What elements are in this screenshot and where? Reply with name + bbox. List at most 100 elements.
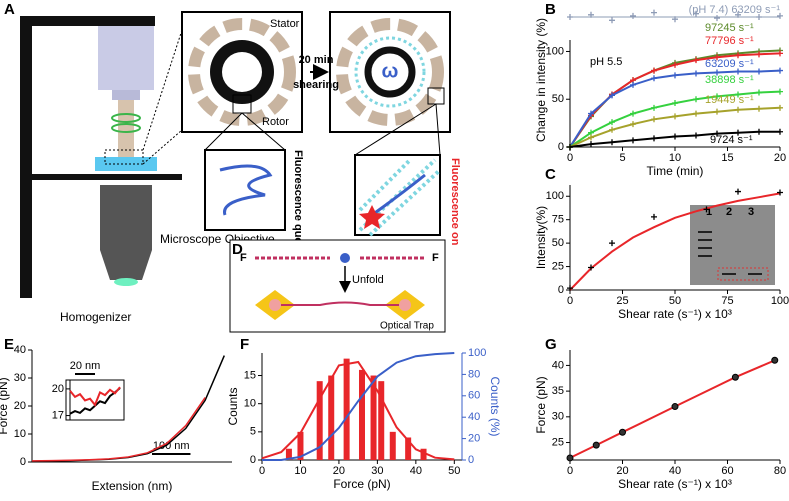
trap-diagram: [255, 253, 425, 320]
data-point: [756, 128, 762, 135]
data-point: [671, 403, 679, 411]
y-tick-label: 30: [14, 372, 26, 384]
label: F: [432, 252, 439, 264]
panel-label: G: [545, 336, 557, 353]
data-point: [609, 119, 615, 126]
x-axis-label: Force (pN): [333, 477, 390, 491]
data-point: [693, 96, 699, 103]
y2-tick-label: 20: [468, 433, 480, 445]
bar: [420, 448, 427, 460]
x-tick-label: 0: [567, 152, 573, 164]
data-point: [714, 130, 720, 137]
y-tick-label: 100: [546, 190, 564, 202]
y2-tick-label: 0: [468, 454, 474, 466]
x-tick-label: 80: [774, 465, 786, 477]
data-point: [714, 15, 720, 22]
data-point: [630, 12, 636, 19]
series-label: 19449 s⁻¹: [705, 94, 754, 106]
bar: [389, 431, 396, 460]
data-point: [771, 356, 779, 364]
data-point: [630, 81, 636, 88]
panel-label: A: [4, 1, 15, 18]
bar: [316, 381, 323, 460]
x-tick-label: 60: [721, 465, 733, 477]
x-tick-label: 50: [669, 295, 681, 307]
data-point: [672, 72, 678, 79]
data-point: [777, 128, 783, 135]
data-point: [735, 188, 741, 195]
label: Unfold: [352, 274, 384, 286]
y-tick-label: 0: [250, 454, 256, 466]
y-axis-label: Force (pN): [0, 377, 10, 434]
bar: [405, 437, 412, 460]
data-point: [735, 106, 741, 113]
data-point: [777, 104, 783, 111]
series-line: [569, 359, 776, 459]
data-point: [588, 110, 594, 117]
x-tick-label: 15: [721, 152, 733, 164]
label: 20 min: [299, 54, 334, 66]
y-tick-label: 20: [52, 383, 64, 395]
data-point: [566, 454, 574, 462]
data-point: [672, 100, 678, 107]
label: Fluorescence on: [449, 158, 461, 246]
label: Homogenizer: [60, 310, 131, 324]
data-point: [756, 14, 762, 20]
panel-d-box: [229, 239, 446, 333]
y-tick-label: 40: [552, 359, 564, 371]
data-point: [714, 54, 720, 61]
x-axis-label: Extension (nm): [92, 479, 173, 493]
x-tick-label: 25: [616, 295, 628, 307]
data-point: [630, 137, 636, 144]
x-tick-label: 75: [721, 295, 733, 307]
x-tick-label: 0: [567, 295, 573, 307]
series-line: [31, 355, 225, 462]
data-point: [567, 14, 573, 20]
panel-label: F: [240, 336, 249, 353]
data-point: [592, 441, 600, 449]
scale-bar-label: 100 nm: [153, 440, 190, 452]
label: Stator: [270, 18, 300, 30]
series-line: [262, 352, 455, 461]
data-point: [703, 206, 710, 213]
data-point: [588, 11, 594, 18]
x-tick-label: 100: [771, 295, 789, 307]
data-point: [693, 70, 699, 77]
data-point: [672, 133, 678, 140]
y-tick-label: 25: [552, 436, 564, 448]
x-tick-label: 10: [669, 152, 681, 164]
bar: [328, 375, 335, 460]
data-point: [756, 68, 762, 75]
data-point: [672, 16, 678, 23]
data-point: [777, 88, 783, 95]
label: Rotor: [262, 116, 289, 128]
data-point: [609, 139, 615, 146]
bar: [370, 375, 377, 460]
bar: [359, 369, 365, 460]
y-tick-label: 30: [552, 411, 564, 423]
series-line: [69, 386, 121, 407]
annotation: pH 5.5: [590, 56, 622, 68]
data-point: [651, 213, 657, 220]
data-point: [777, 189, 783, 196]
data-point: [756, 105, 762, 112]
label: shearing: [293, 79, 339, 91]
gel-lane: 1: [706, 206, 712, 218]
data-point: [651, 104, 657, 111]
omega: ω: [382, 60, 399, 82]
series-line: [569, 192, 781, 291]
data-point: [609, 240, 615, 247]
y-tick-label: 5: [250, 426, 256, 438]
x-axis-label: Time (min): [647, 164, 704, 178]
bar: [343, 358, 350, 460]
data-point: [756, 51, 762, 58]
x-axis-label: Shear rate (s⁻¹) x 10³: [618, 477, 732, 491]
panel-label: D: [232, 241, 243, 258]
data-point: [714, 69, 720, 76]
y2-axis-label: Counts (%): [488, 376, 502, 436]
data-point: [693, 57, 699, 64]
y-axis-label: Force (pN): [534, 376, 548, 433]
y2-tick-label: 40: [468, 411, 480, 423]
data-point: [651, 135, 657, 142]
data-point: [609, 92, 615, 99]
